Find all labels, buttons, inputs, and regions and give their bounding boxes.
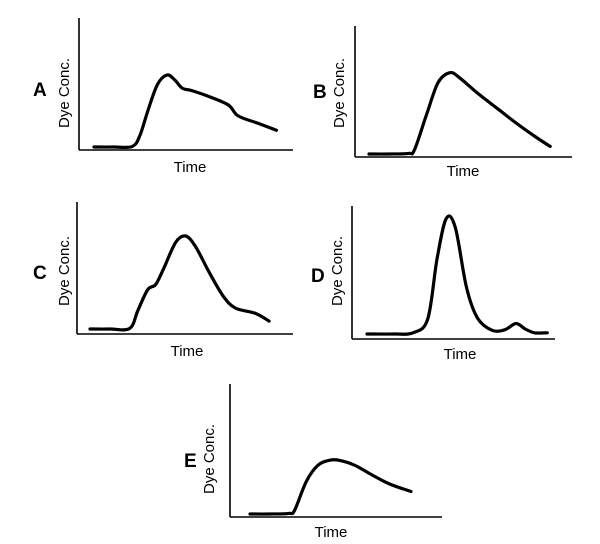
panel-b: B Dye Conc. Time (313, 26, 572, 180)
x-axis-label: Time (171, 343, 204, 360)
y-axis-label: Dye Conc. (331, 58, 348, 128)
panel-label: A (33, 80, 47, 101)
panel-label: D (311, 266, 325, 287)
panel-d: D Dye Conc. Time (311, 206, 555, 363)
series-line (248, 458, 413, 516)
panel-a: A Dye Conc. Time (33, 18, 293, 176)
x-axis-label: Time (444, 346, 477, 363)
x-axis-label: Time (174, 159, 207, 176)
panel-label: E (184, 451, 197, 472)
y-axis-label: Dye Conc. (56, 58, 73, 128)
y-axis-label: Dye Conc. (201, 424, 218, 494)
panel-label: C (33, 263, 47, 284)
series-line (88, 234, 271, 332)
panel-c: C Dye Conc. Time (33, 202, 293, 360)
y-axis-label: Dye Conc. (329, 236, 346, 306)
y-axis-label: Dye Conc. (56, 236, 73, 306)
x-axis-label: Time (315, 524, 348, 541)
series-line (92, 73, 278, 150)
series-line (365, 214, 549, 336)
x-axis-label: Time (447, 163, 480, 180)
series-line (367, 70, 552, 156)
panel-e: E Dye Conc. Time (184, 384, 442, 541)
panel-label: B (313, 82, 327, 103)
